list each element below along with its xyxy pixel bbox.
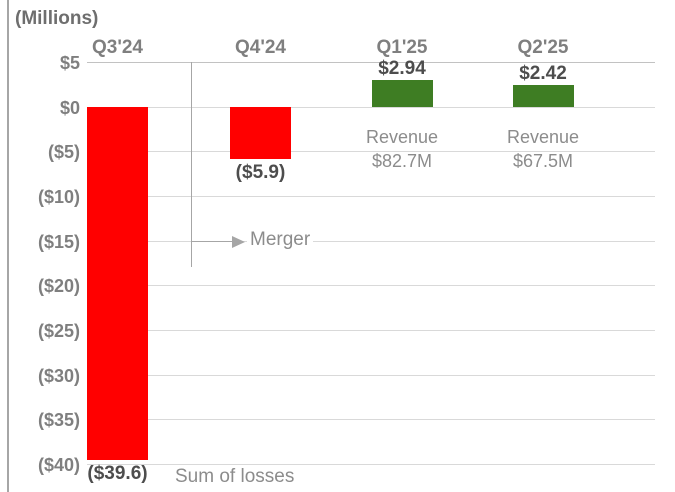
category-header-Q1'25: Q1'25: [376, 37, 428, 58]
category-header-Q2'25: Q2'25: [517, 37, 569, 58]
chart-left-border: [7, 0, 9, 492]
gridline-$0: [87, 107, 655, 108]
bar-value-label: ($5.9): [235, 162, 286, 183]
category-header-Q4'24: Q4'24: [235, 37, 286, 58]
merger-arrowhead-icon: [232, 236, 245, 248]
gridline-($20): [87, 285, 655, 286]
bar-value-label: $2.94: [378, 58, 426, 79]
y-axis-tick-label: ($10): [37, 187, 80, 207]
gridline-($35): [87, 419, 655, 420]
bar-value-label: $2.42: [519, 63, 567, 84]
y-axis-tick-label: $5: [59, 53, 80, 73]
gridline-($30): [87, 375, 655, 376]
merger-divider-line: [191, 62, 192, 267]
merger-label: Merger: [247, 229, 314, 251]
y-axis-tick-label: ($25): [37, 321, 80, 341]
bar-Q2'25: [512, 85, 574, 107]
gridline-($15): [87, 241, 655, 242]
bar-Q4'24: [230, 107, 291, 159]
gridline-($40): [87, 464, 655, 465]
revenue-label-Q2'25: Revenue: [506, 127, 580, 147]
revenue-label-Q1'25: Revenue: [365, 127, 439, 147]
gridline-($5): [87, 151, 655, 152]
chart-title: (Millions): [15, 8, 99, 29]
y-axis-tick-label: ($35): [37, 410, 80, 430]
y-axis-tick-label: $0: [59, 98, 80, 118]
gridline-($10): [87, 196, 655, 197]
y-axis-tick-label: ($5): [47, 142, 80, 162]
revenue-value-Q2'25: $67.5M: [512, 151, 574, 171]
y-axis-tick-label: ($15): [37, 232, 80, 252]
revenue-value-Q1'25: $82.7M: [371, 151, 433, 171]
gridline-($25): [87, 330, 655, 331]
sum-of-losses-label: Sum of losses: [175, 466, 295, 487]
category-header-Q3'24: Q3'24: [92, 37, 143, 58]
bar-Q1'25: [371, 80, 433, 107]
merger-arrow-line: [191, 241, 232, 242]
y-axis-tick-label: ($30): [37, 366, 80, 386]
bar-Q3'24: [87, 107, 148, 460]
gridline-$5: [87, 62, 655, 63]
y-axis-tick-label: ($40): [37, 455, 80, 475]
bar-value-label: ($39.6): [87, 463, 148, 484]
y-axis-tick-label: ($20): [37, 276, 80, 296]
